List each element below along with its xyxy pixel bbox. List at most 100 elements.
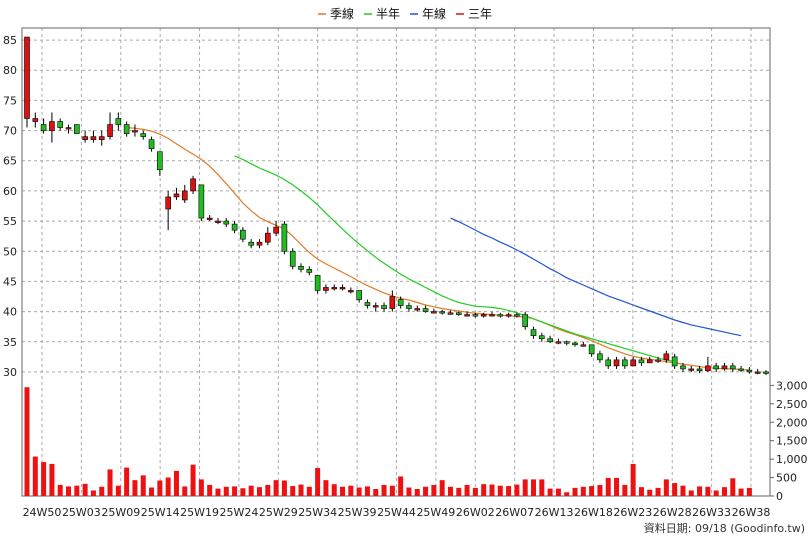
volume-bar bbox=[572, 487, 578, 496]
legend-label: 年線 bbox=[422, 6, 446, 21]
candlestick bbox=[505, 312, 512, 318]
x-tick-label: 26W33 bbox=[692, 506, 731, 519]
legend-label: 三年 bbox=[468, 7, 492, 21]
candle-body bbox=[256, 241, 263, 246]
candle-body bbox=[248, 241, 254, 246]
candlestick bbox=[646, 356, 653, 364]
candle-body bbox=[157, 151, 163, 171]
candlestick bbox=[323, 284, 329, 294]
price-tick-label: 65 bbox=[3, 155, 17, 168]
x-tick-label: 26W28 bbox=[653, 506, 692, 519]
volume-tick-label: 500 bbox=[776, 472, 797, 485]
candle-body bbox=[514, 314, 520, 317]
candlestick bbox=[240, 227, 246, 243]
volume-bar bbox=[423, 486, 429, 496]
volume-bar bbox=[265, 484, 271, 496]
volume-bar bbox=[398, 476, 404, 496]
candle-body bbox=[713, 365, 719, 370]
candle-body bbox=[613, 359, 620, 367]
volume-bar bbox=[630, 463, 636, 496]
candle-body bbox=[630, 359, 636, 367]
candlestick bbox=[663, 350, 670, 363]
volume-bar bbox=[680, 485, 686, 496]
candlestick bbox=[406, 302, 412, 312]
candlestick bbox=[729, 362, 736, 372]
candlestick bbox=[530, 326, 537, 339]
candle-body bbox=[414, 308, 421, 311]
candlestick bbox=[49, 112, 55, 143]
candle-body bbox=[406, 305, 412, 309]
volume-bar bbox=[132, 480, 138, 496]
x-tick-label: 26W18 bbox=[574, 506, 613, 519]
volume-bar bbox=[49, 463, 55, 496]
candlestick bbox=[638, 356, 645, 366]
candle-body bbox=[431, 311, 437, 314]
volume-bar bbox=[539, 479, 545, 496]
candle-body bbox=[323, 287, 329, 291]
candlestick bbox=[680, 362, 686, 372]
candle-body bbox=[754, 371, 761, 374]
volume-bar bbox=[614, 477, 620, 496]
candlestick bbox=[514, 312, 520, 318]
candlestick bbox=[206, 215, 213, 222]
grid-lines bbox=[22, 28, 770, 496]
candlesticks bbox=[24, 36, 769, 375]
candle-body bbox=[181, 190, 188, 201]
candle-body bbox=[696, 368, 703, 372]
volume-bar bbox=[522, 479, 528, 496]
volume-bar bbox=[281, 480, 287, 496]
volume-bar bbox=[74, 485, 80, 496]
candlestick bbox=[555, 338, 562, 345]
candle-body bbox=[364, 302, 371, 306]
candle-body bbox=[497, 314, 504, 317]
volume-bar bbox=[190, 464, 196, 496]
volume-bar bbox=[41, 462, 47, 496]
candlestick bbox=[539, 332, 545, 342]
candle-body bbox=[597, 353, 603, 361]
candle-body bbox=[397, 299, 404, 306]
volume-bar bbox=[564, 492, 570, 496]
candle-body bbox=[331, 287, 338, 290]
candle-body bbox=[32, 118, 39, 122]
candlestick bbox=[248, 239, 254, 249]
candlestick bbox=[630, 356, 636, 367]
candle-body bbox=[348, 290, 354, 293]
volume-bar bbox=[555, 488, 561, 496]
price-tick-label: 50 bbox=[3, 245, 17, 258]
candle-body bbox=[622, 359, 628, 367]
volume-bar bbox=[32, 456, 38, 496]
candlestick bbox=[622, 356, 628, 369]
volume-bar bbox=[647, 489, 653, 496]
candle-body bbox=[190, 178, 196, 192]
price-tick-label: 55 bbox=[3, 215, 17, 228]
candlestick bbox=[389, 290, 396, 312]
candlestick bbox=[215, 218, 221, 225]
candlestick bbox=[331, 284, 338, 291]
candlestick bbox=[397, 296, 404, 309]
candlestick bbox=[140, 130, 147, 140]
volume-bar bbox=[638, 487, 644, 496]
candlestick bbox=[107, 112, 113, 140]
candlestick bbox=[148, 136, 155, 152]
candlestick bbox=[563, 340, 570, 346]
x-tick-label: 25W24 bbox=[220, 506, 259, 519]
candlestick bbox=[298, 263, 304, 273]
x-tick-label: 25W29 bbox=[259, 506, 298, 519]
candle-body bbox=[489, 314, 495, 317]
volume-bar bbox=[373, 488, 379, 496]
candlestick bbox=[231, 221, 238, 234]
x-tick-label: 25W34 bbox=[298, 506, 337, 519]
candle-body bbox=[721, 365, 728, 370]
candle-body bbox=[680, 365, 686, 370]
volume-bar bbox=[713, 490, 719, 496]
price-tick-label: 30 bbox=[3, 366, 17, 379]
candlestick bbox=[32, 112, 39, 128]
candlestick bbox=[281, 221, 288, 255]
candlestick bbox=[605, 356, 612, 369]
candlestick bbox=[422, 305, 429, 313]
volume-bar bbox=[198, 479, 204, 496]
volume-bar bbox=[149, 487, 155, 496]
legend-label: 半年 bbox=[376, 7, 400, 21]
volume-bar bbox=[464, 484, 470, 496]
